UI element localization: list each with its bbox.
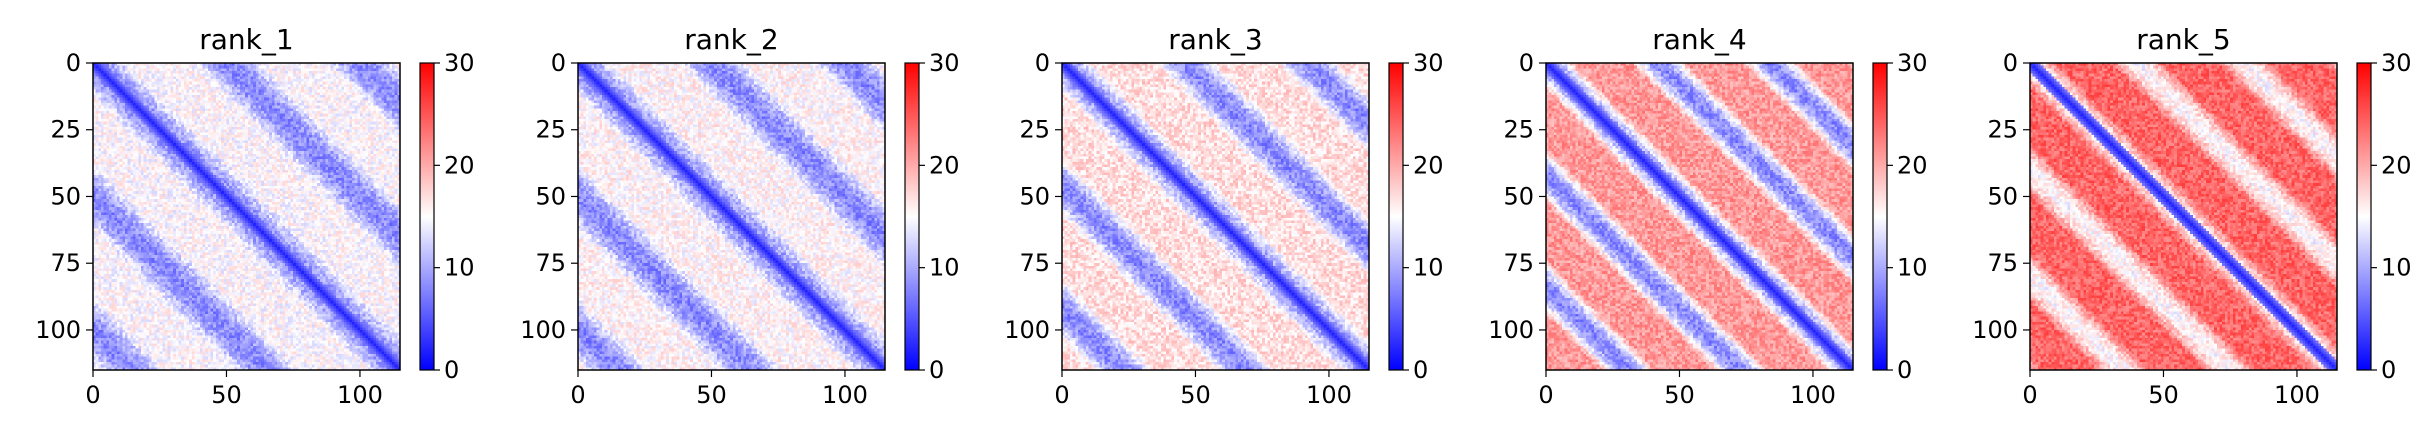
colorbar-tick-label: 30: [1897, 49, 1928, 77]
colorbar-tick-label: 20: [1413, 151, 1444, 179]
colorbar-tick-label: 0: [1413, 356, 1428, 384]
y-tick-label: 50: [1503, 182, 1534, 210]
heatmap-frame: [1545, 62, 1854, 371]
y-tick-label: 50: [535, 182, 566, 210]
colorbar-tick-label: 20: [929, 151, 960, 179]
heatmap-image: [1062, 63, 1369, 370]
colorbar-tick-label: 10: [929, 254, 960, 282]
colorbar: [1872, 62, 1888, 371]
y-tick-label: 75: [50, 249, 81, 277]
chart-title: rank_2: [684, 23, 778, 56]
y-tick-label: 50: [50, 182, 81, 210]
chart-title: rank_1: [199, 23, 293, 56]
x-tick-label: 100: [337, 381, 383, 409]
x-tick-label: 0: [2022, 381, 2037, 409]
x-tick-label: 100: [822, 381, 868, 409]
y-tick-label: 100: [1004, 316, 1050, 344]
x-tick-label: 50: [2148, 381, 2179, 409]
heatmap-frame: [2029, 62, 2338, 371]
colorbar-tick-label: 0: [929, 356, 944, 384]
chart-title: rank_5: [2136, 23, 2230, 56]
x-tick-label: 0: [1538, 381, 1553, 409]
y-tick-label: 75: [1503, 249, 1534, 277]
x-tick-label: 50: [696, 381, 727, 409]
colorbar-tick-label: 30: [1413, 49, 1444, 77]
chart-title: rank_4: [1652, 23, 1746, 56]
x-tick-label: 0: [85, 381, 100, 409]
y-tick-label: 25: [1503, 116, 1534, 144]
colorbar-tick-label: 20: [2381, 151, 2412, 179]
x-tick-label: 100: [1790, 381, 1836, 409]
colorbar-tick-label: 30: [929, 49, 960, 77]
x-tick-label: 0: [1054, 381, 1069, 409]
heatmap-frame: [1061, 62, 1370, 371]
y-tick-label: 0: [551, 49, 566, 77]
y-tick-label: 25: [1987, 116, 2018, 144]
heatmap-panel-1: rank_1 0 50 100 0 25 50 75 100 0 10 20 30: [35, 23, 474, 409]
heatmap-panel-5: rank_5 0 50 100 0 25 50 75 100 0 10 20 30: [1972, 23, 2411, 409]
x-tick-label: 100: [1306, 381, 1352, 409]
y-tick-label: 25: [50, 116, 81, 144]
colorbar-tick-label: 0: [444, 356, 459, 384]
colorbar: [2356, 62, 2372, 371]
y-tick-label: 100: [35, 316, 81, 344]
colorbar: [904, 62, 920, 371]
y-tick-label: 75: [1987, 249, 2018, 277]
heatmap-image: [578, 63, 885, 370]
heatmap-frame: [92, 62, 401, 371]
y-tick-label: 75: [1019, 249, 1050, 277]
x-tick-label: 0: [570, 381, 585, 409]
heatmap-frame: [577, 62, 886, 371]
heatmap-image: [2030, 63, 2337, 370]
y-tick-label: 0: [1035, 49, 1050, 77]
x-tick-label: 50: [1664, 381, 1695, 409]
colorbar-tick-label: 10: [444, 254, 475, 282]
y-tick-label: 50: [1987, 182, 2018, 210]
colorbar-tick-label: 10: [1413, 254, 1444, 282]
y-tick-label: 50: [1019, 182, 1050, 210]
colorbar-tick-label: 10: [1897, 254, 1928, 282]
x-tick-label: 50: [211, 381, 242, 409]
colorbar-tick-label: 0: [2381, 356, 2396, 384]
colorbar-tick-label: 20: [1897, 151, 1928, 179]
y-tick-label: 25: [1019, 116, 1050, 144]
heatmap-panel-3: rank_3 0 50 100 0 25 50 75 100 0 10 20 30: [1004, 23, 1443, 409]
colorbar: [1388, 62, 1404, 371]
y-tick-label: 100: [1972, 316, 2018, 344]
x-tick-label: 50: [1180, 381, 1211, 409]
y-tick-label: 0: [1519, 49, 1534, 77]
chart-title: rank_3: [1168, 23, 1262, 56]
colorbar-tick-label: 0: [1897, 356, 1912, 384]
x-tick-label: 100: [2274, 381, 2320, 409]
y-tick-label: 0: [66, 49, 81, 77]
colorbar-tick-label: 20: [444, 151, 475, 179]
colorbar-tick-label: 30: [444, 49, 475, 77]
y-tick-label: 0: [2003, 49, 2018, 77]
heatmap-panel-4: rank_4 0 50 100 0 25 50 75 100 0 10 20 30: [1488, 23, 1927, 409]
y-tick-label: 25: [535, 116, 566, 144]
y-tick-label: 100: [520, 316, 566, 344]
heatmap-image: [1546, 63, 1853, 370]
heatmap-panel-2: rank_2 0 50 100 0 25 50 75 100 0 10 20 30: [520, 23, 959, 409]
colorbar: [419, 62, 435, 371]
y-tick-label: 75: [535, 249, 566, 277]
colorbar-tick-label: 10: [2381, 254, 2412, 282]
y-tick-label: 100: [1488, 316, 1534, 344]
colorbar-tick-label: 30: [2381, 49, 2412, 77]
heatmap-image: [93, 63, 400, 370]
